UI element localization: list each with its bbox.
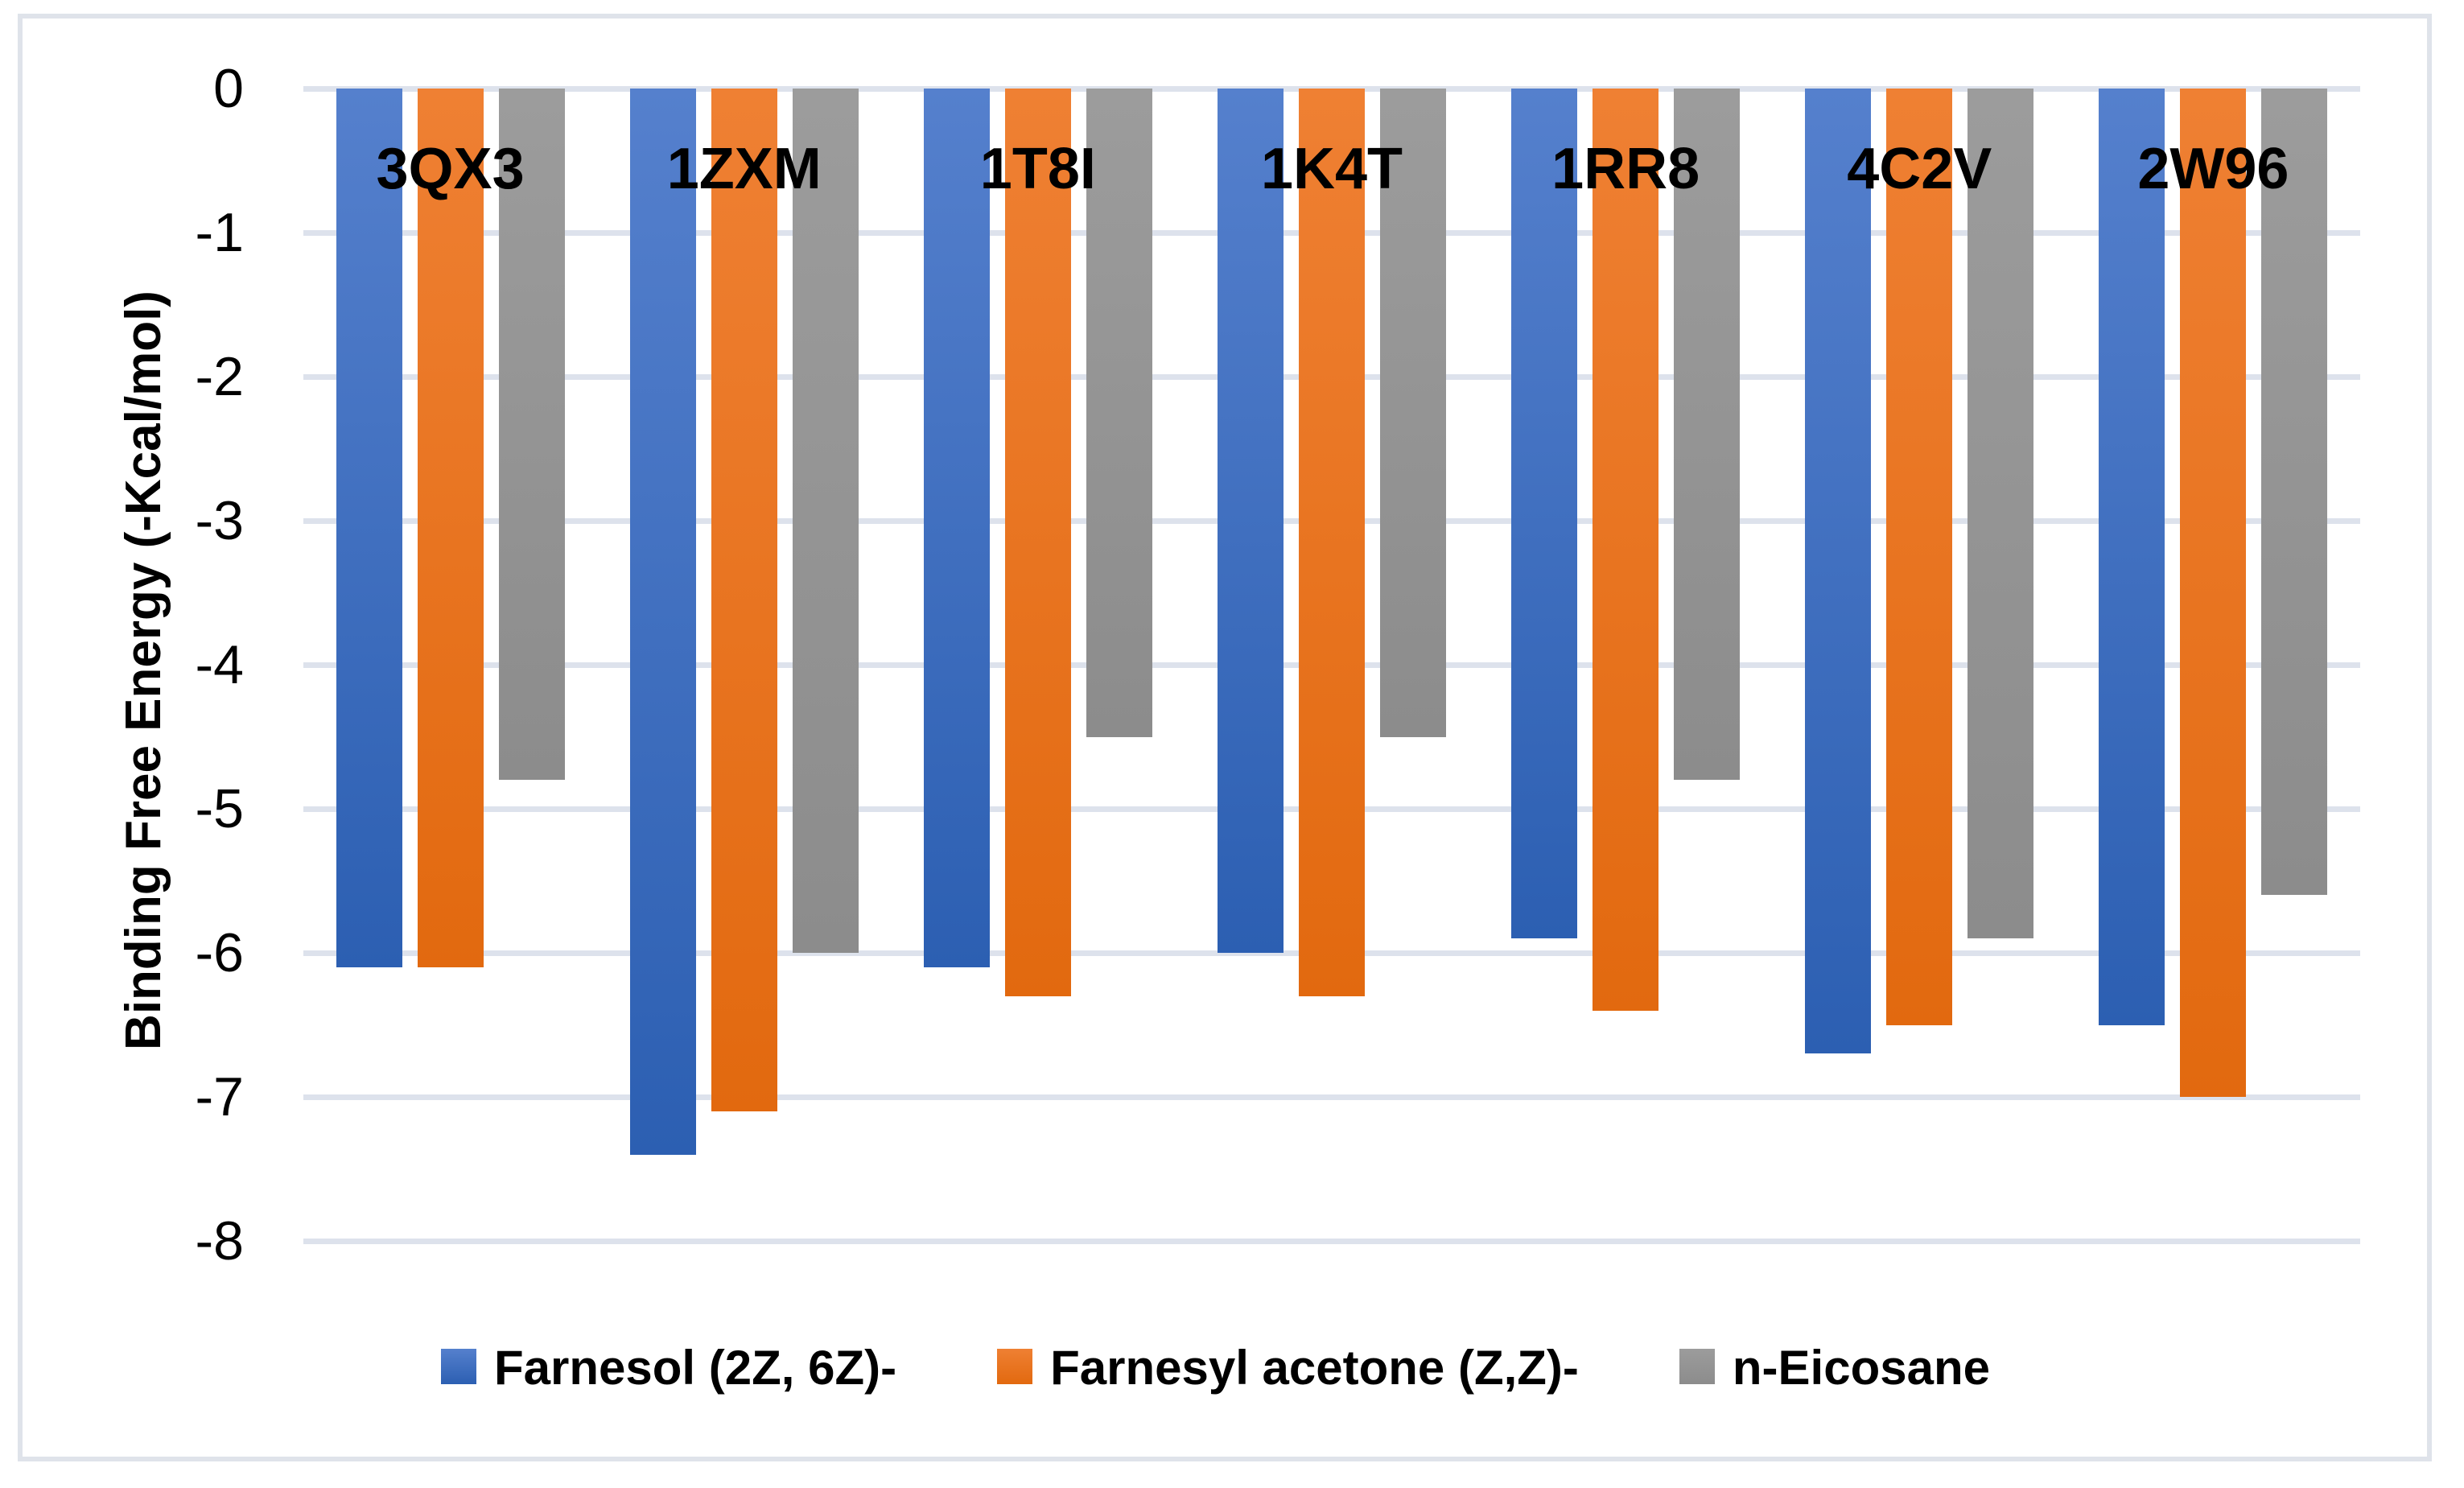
- legend-swatch-icon: [1679, 1349, 1715, 1384]
- bar-farnesyl-1zxm: [711, 89, 777, 1111]
- category-label-2w96: 2W96: [2137, 137, 2289, 201]
- legend-swatch-icon: [441, 1349, 476, 1384]
- legend-swatch-icon: [997, 1349, 1033, 1384]
- bar-farnesyl-2w96: [2180, 89, 2247, 1097]
- bar-neicosane-2w96: [2261, 89, 2328, 896]
- y-tick-label--4: -4: [195, 634, 244, 695]
- bar-farnesol-1t8i: [923, 89, 990, 967]
- plot-area: 3QX3 1ZXM 1T8I 1K4T 1RR8 4C2V 2W96: [303, 85, 2360, 1263]
- category-label-4c2v: 4C2V: [1847, 137, 1992, 201]
- bar-neicosane-1zxm: [792, 89, 859, 953]
- legend: Farnesol (2Z, 6Z)- Farnesyl acetone (Z,Z)…: [441, 1342, 1990, 1394]
- legend-label: Farnesol (2Z, 6Z)-: [494, 1341, 897, 1395]
- bar-neicosane-1k4t: [1380, 89, 1446, 737]
- y-tick-label--6: -6: [195, 922, 244, 983]
- bar-farnesyl-1t8i: [1004, 89, 1071, 996]
- legend-item-2: Farnesyl acetone (Z,Z)-: [997, 1342, 1579, 1394]
- bar-farnesol-1rr8: [1511, 89, 1578, 939]
- bar-farnesyl-1rr8: [1593, 89, 1659, 1011]
- bar-farnesol-3qx3: [336, 89, 402, 967]
- legend-label: n-Eicosane: [1732, 1341, 1990, 1395]
- category-label-1zxm: 1ZXM: [666, 137, 822, 201]
- category-label-1t8i: 1T8I: [979, 137, 1096, 201]
- bar-neicosane-3qx3: [498, 89, 565, 781]
- y-tick-label--3: -3: [195, 490, 244, 551]
- legend-label: Farnesyl acetone (Z,Z)-: [1050, 1341, 1579, 1395]
- y-tick-label--1: -1: [195, 202, 244, 263]
- legend-item-1: Farnesol (2Z, 6Z)-: [441, 1342, 896, 1394]
- gridline-y-7: [303, 1094, 2360, 1100]
- legend-item-3: n-Eicosane: [1679, 1342, 1990, 1394]
- y-tick-label-0: 0: [213, 58, 244, 119]
- bar-neicosane-1t8i: [1086, 89, 1152, 737]
- bar-neicosane-4c2v: [1967, 89, 2034, 939]
- gridline-y-8: [303, 1238, 2360, 1244]
- y-tick-label--5: -5: [195, 778, 244, 839]
- y-tick-label--2: -2: [195, 346, 244, 407]
- bar-neicosane-1rr8: [1674, 89, 1741, 781]
- bar-farnesyl-3qx3: [417, 89, 484, 967]
- y-tick-label--7: -7: [195, 1066, 244, 1127]
- bar-farnesyl-4c2v: [1886, 89, 1953, 1025]
- y-tick-label--8: -8: [195, 1210, 244, 1272]
- bar-farnesyl-1k4t: [1299, 89, 1365, 996]
- category-label-1k4t: 1K4T: [1260, 137, 1403, 201]
- bar-farnesol-1zxm: [629, 89, 696, 1155]
- category-label-3qx3: 3QX3: [376, 137, 525, 201]
- bar-farnesol-4c2v: [1805, 89, 1872, 1054]
- bar-farnesol-1k4t: [1218, 89, 1284, 953]
- category-label-1rr8: 1RR8: [1551, 137, 1700, 201]
- bar-farnesol-2w96: [2099, 89, 2165, 1025]
